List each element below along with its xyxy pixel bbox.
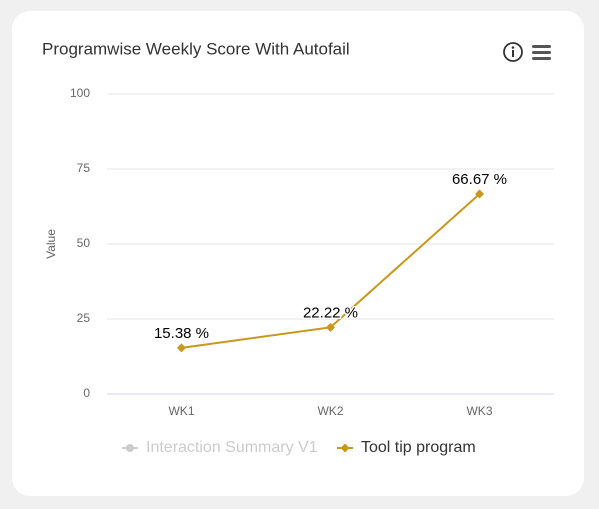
data-label: 15.38 % <box>154 325 209 342</box>
y-tick-label: 75 <box>77 161 91 175</box>
info-button[interactable] <box>503 42 523 62</box>
x-tick-label: WK1 <box>168 404 194 418</box>
legend-item[interactable]: Tool tip program <box>337 439 476 456</box>
legend-symbol <box>340 443 350 453</box>
data-label: 66.67 % <box>452 171 507 188</box>
card <box>12 11 584 496</box>
point-marker <box>177 343 186 353</box>
y-tick-label: 100 <box>70 86 90 100</box>
x-tick-label: WK3 <box>466 404 492 418</box>
chart-title: Programwise Weekly Score With Autofail <box>42 39 350 58</box>
y-axis-label: Value <box>44 229 58 259</box>
y-tick-label: 50 <box>77 236 91 250</box>
point-marker <box>326 322 335 332</box>
y-tick-label: 25 <box>77 311 91 325</box>
data-label: 22.22 % <box>303 304 358 321</box>
menu-button[interactable] <box>532 45 551 60</box>
point-marker <box>475 189 484 199</box>
legend-symbol <box>126 444 134 452</box>
y-tick-label: 0 <box>83 386 90 400</box>
legend-item[interactable]: Interaction Summary V1 <box>122 439 318 456</box>
legend-label: Interaction Summary V1 <box>146 439 318 456</box>
legend-label: Tool tip program <box>361 439 476 456</box>
x-tick-label: WK2 <box>317 404 343 418</box>
